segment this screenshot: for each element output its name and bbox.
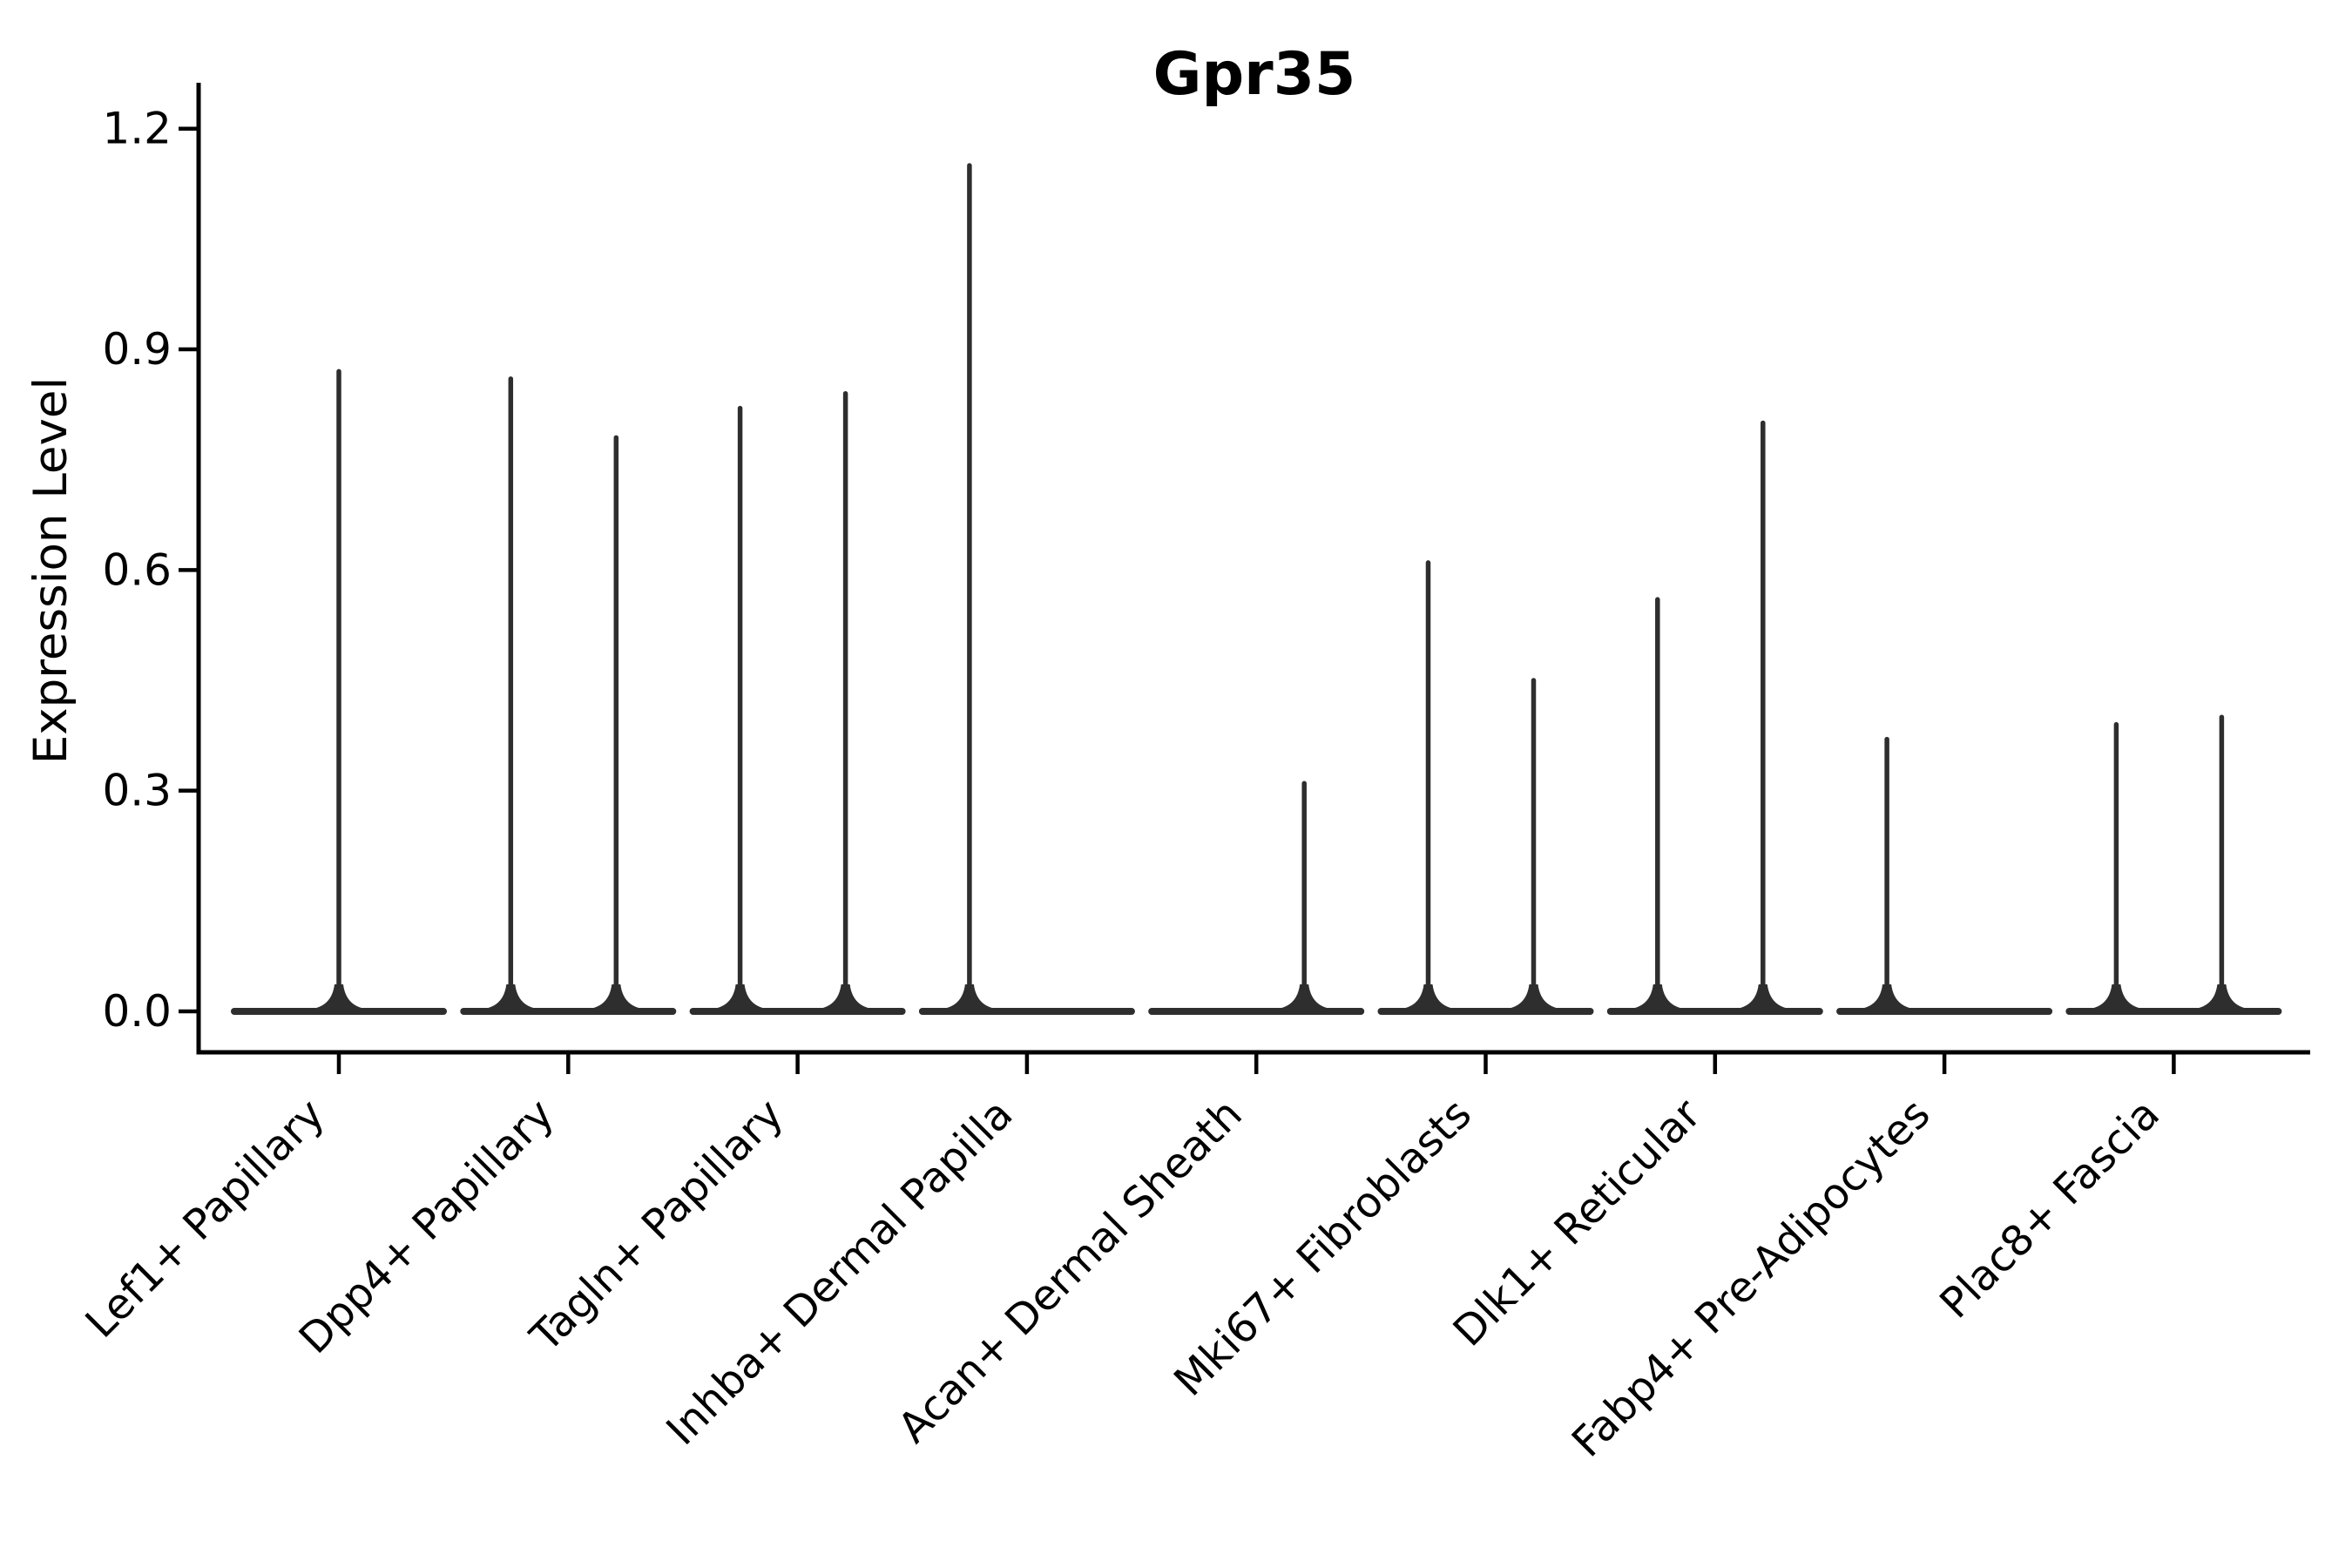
y-tick-label-0.3: 0.3: [102, 766, 172, 816]
violin-group-0: [231, 368, 447, 1015]
y-tick-label-1.2: 1.2: [102, 104, 172, 154]
x-tick-label-6: Dlk1+ Reticular: [1444, 1090, 1711, 1356]
violin-group-1: [460, 376, 677, 1015]
violin-group-6: [1606, 420, 1823, 1015]
x-tick-label-0: Lef1+ Papillary: [77, 1090, 335, 1348]
chart-title: Gpr35: [1153, 40, 1356, 109]
axes-layer: 0.0 0.3 0.6 0.9 1.2: [102, 83, 2310, 1074]
y-axis-label: Expression Level: [24, 377, 78, 764]
violin-group-4: [1148, 781, 1365, 1015]
x-tick-label-8: Plac8+ Fascia: [1930, 1090, 2169, 1328]
y-tick-label-0.0: 0.0: [102, 986, 172, 1037]
x-tick-label-1: Dpp4+ Papillary: [290, 1090, 564, 1363]
x-tick-label-2: Tagln+ Papillary: [521, 1090, 793, 1362]
y-tick-label-0.9: 0.9: [102, 324, 172, 375]
violins-layer: [231, 163, 2282, 1015]
violin-group-7: [1836, 736, 2053, 1015]
violin-group-5: [1377, 560, 1594, 1015]
violin-group-8: [2065, 714, 2282, 1015]
y-tick-label-0.6: 0.6: [102, 544, 172, 595]
violin-group-3: [918, 163, 1135, 1015]
violin-group-2: [689, 390, 906, 1015]
